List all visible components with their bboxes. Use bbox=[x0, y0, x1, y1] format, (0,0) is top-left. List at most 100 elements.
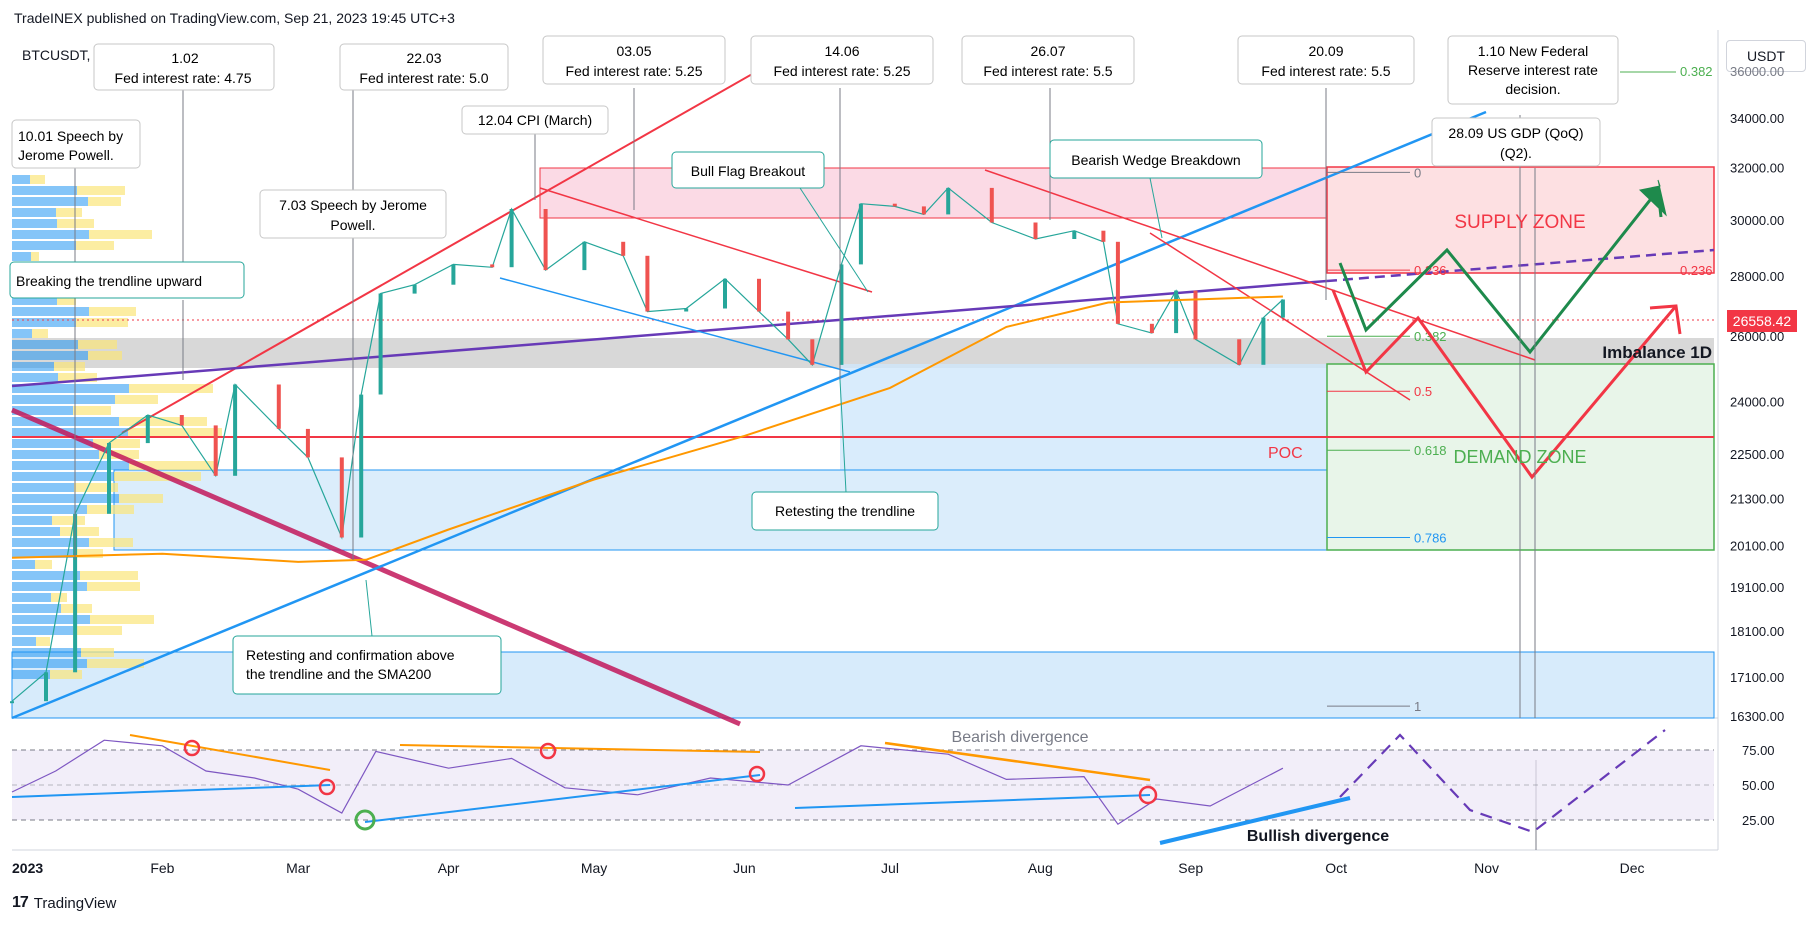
volume-bar-down bbox=[50, 670, 82, 679]
volume-bar-up bbox=[12, 560, 35, 569]
rsi-tick-label: 25.00 bbox=[1742, 813, 1775, 828]
volume-bar-down bbox=[87, 582, 140, 591]
fib-label-1: 1 bbox=[1414, 699, 1421, 714]
volume-bar-down bbox=[129, 384, 213, 393]
price-tick-label: 20100.00 bbox=[1730, 539, 1784, 554]
volume-bar-down bbox=[90, 615, 154, 624]
time-axis: 2023 Feb Mar Apr May Jun Jul Aug Sep Oct Nov Dec bbox=[12, 860, 1645, 876]
volume-bar-down bbox=[32, 329, 48, 338]
candle bbox=[339, 457, 344, 538]
price-tick-label: 21300.00 bbox=[1730, 491, 1784, 506]
rsi-div-blue-1 bbox=[11, 784, 331, 798]
publisher-header: TradeINEX published on TradingView.com, … bbox=[14, 10, 455, 26]
rsi-div-blue-3 bbox=[794, 794, 1151, 809]
flag-bottom-line bbox=[499, 277, 851, 373]
price-tick-label: 28000.00 bbox=[1730, 269, 1784, 284]
candle bbox=[359, 394, 364, 538]
volume-bar-up bbox=[12, 175, 30, 184]
candle bbox=[582, 241, 587, 271]
bullish-projection-path bbox=[1338, 189, 1660, 355]
volume-bar-up bbox=[12, 527, 60, 536]
volume-bar-up bbox=[12, 483, 74, 492]
callout-fed-1406: 14.06 Fed interest rate: 5.25 bbox=[750, 35, 934, 85]
bullish-divergence-label: Bullish divergence bbox=[1247, 828, 1389, 845]
wedge-top-line bbox=[984, 169, 1536, 361]
callout-speech-0703: 7.03 Speech by Jerome Powell. bbox=[259, 189, 447, 239]
footer-brand-label: TradingView bbox=[33, 894, 117, 912]
volume-bar-down bbox=[52, 516, 85, 525]
volume-bar-down bbox=[73, 626, 122, 635]
candle bbox=[1280, 299, 1285, 318]
candle bbox=[73, 513, 78, 673]
demand-zone-label: DEMAND ZONE bbox=[1453, 447, 1586, 467]
sma200-line bbox=[11, 295, 1283, 563]
candle bbox=[1101, 230, 1106, 242]
volume-bar-up bbox=[12, 395, 115, 404]
candle bbox=[946, 187, 951, 215]
volume-bar-up bbox=[12, 571, 80, 580]
candle bbox=[1237, 339, 1242, 365]
volume-bar-up bbox=[12, 670, 50, 679]
volume-bar-down bbox=[76, 241, 114, 250]
volume-bar-up bbox=[12, 197, 88, 206]
volume-bar-down bbox=[81, 648, 114, 657]
price-tick-label: 26000.00 bbox=[1730, 329, 1784, 344]
footer-brand: 17 TradingView bbox=[12, 894, 116, 912]
candle bbox=[921, 206, 926, 215]
volume-bar-up bbox=[12, 439, 93, 448]
svg-text:Retesting the trendline: Retesting the trendline bbox=[775, 503, 915, 519]
volume-bar-down bbox=[74, 483, 118, 492]
volume-bar-up bbox=[12, 241, 76, 250]
candle bbox=[1072, 230, 1077, 239]
time-tick-label: Sep bbox=[1178, 860, 1203, 876]
volume-bar-up bbox=[12, 582, 87, 591]
candle bbox=[509, 209, 514, 268]
volume-bar-up bbox=[12, 384, 129, 393]
volume-bar-down bbox=[36, 637, 50, 646]
volume-bar-up bbox=[12, 549, 74, 558]
volume-bar-down bbox=[60, 527, 99, 536]
volume-bar-down bbox=[129, 461, 217, 470]
volume-bar-up bbox=[12, 659, 87, 668]
volume-bar-down bbox=[76, 318, 128, 327]
time-tick-label: Nov bbox=[1474, 860, 1499, 876]
currency-button[interactable]: USDT bbox=[1726, 40, 1806, 72]
candle bbox=[810, 339, 815, 365]
svg-text:Fed interest rate: 5.25: Fed interest rate: 5.25 bbox=[566, 63, 703, 79]
candle bbox=[179, 415, 184, 426]
poc-label: POC bbox=[1268, 445, 1303, 462]
volume-bar-up bbox=[12, 626, 73, 635]
svg-text:Breaking the trendline upward: Breaking the trendline upward bbox=[16, 273, 202, 289]
volume-bar-up bbox=[12, 615, 90, 624]
time-tick-label: May bbox=[581, 860, 607, 876]
candle bbox=[1193, 290, 1198, 340]
callout-fed-0305: 03.05 Fed interest rate: 5.25 bbox=[542, 35, 726, 85]
candle bbox=[451, 264, 456, 285]
callout-retest-trend: Retesting the trendline bbox=[751, 379, 939, 531]
time-tick-label: Aug bbox=[1028, 860, 1053, 876]
candle bbox=[233, 384, 238, 476]
volume-bar-up bbox=[12, 329, 32, 338]
price-tick-label: 18100.00 bbox=[1730, 624, 1784, 639]
callout-speech-1001: 10.01 Speech by Jerome Powell. bbox=[11, 119, 141, 169]
candle bbox=[213, 425, 218, 476]
volume-bar-up bbox=[12, 186, 77, 195]
volume-bar-up bbox=[12, 637, 36, 646]
volume-bar-up bbox=[12, 208, 56, 217]
volume-bar-down bbox=[128, 428, 222, 437]
candle bbox=[107, 443, 111, 514]
volume-bar-up bbox=[12, 318, 76, 327]
volume-bar-down bbox=[54, 362, 85, 371]
time-tick-label: Apr bbox=[438, 860, 460, 876]
candle bbox=[378, 293, 383, 395]
candle bbox=[723, 278, 727, 309]
volume-bar-down bbox=[56, 208, 82, 217]
price-tick-label: 22500.00 bbox=[1730, 447, 1784, 462]
volume-bar-down bbox=[88, 197, 121, 206]
candle bbox=[1261, 317, 1266, 365]
volume-profile bbox=[12, 175, 222, 679]
volume-bar-down bbox=[89, 230, 152, 239]
volume-bar-down bbox=[31, 252, 39, 261]
